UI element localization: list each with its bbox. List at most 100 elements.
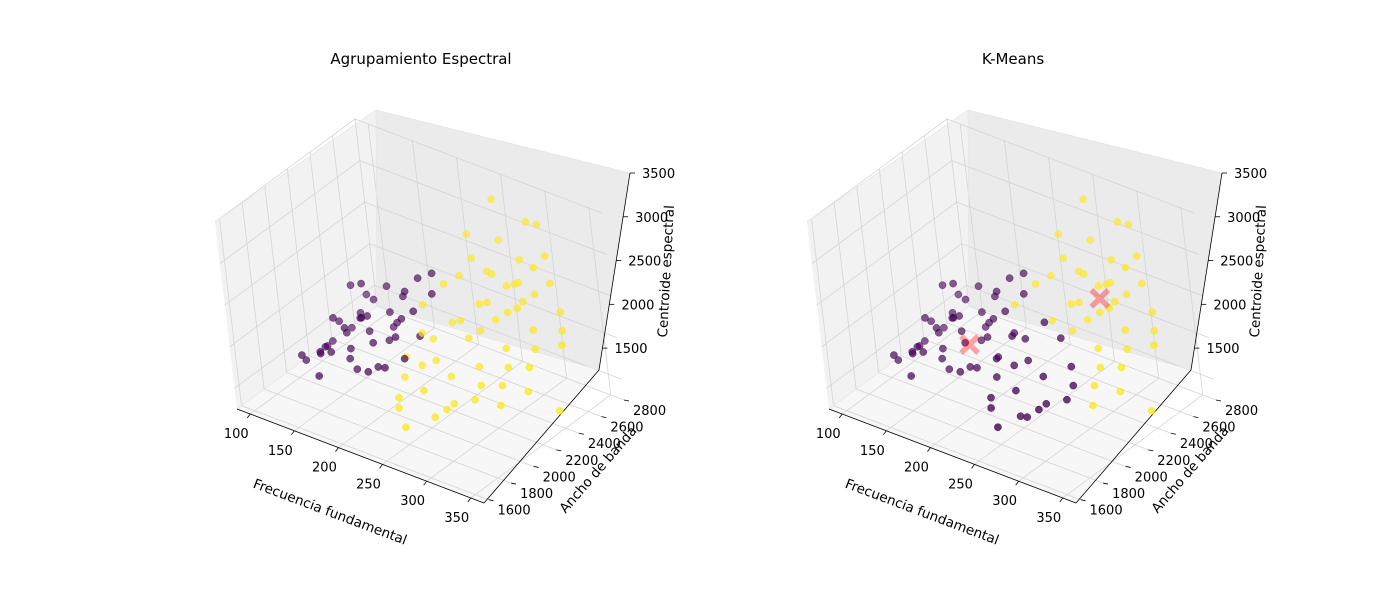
data-point-cluster-1 xyxy=(395,404,403,412)
data-point-cluster-1 xyxy=(531,345,540,354)
data-point-cluster-1 xyxy=(1117,363,1126,372)
data-point-cluster-0 xyxy=(949,279,957,288)
data-point-cluster-1 xyxy=(545,279,554,288)
x-tick-label: 300 xyxy=(400,494,425,509)
x-tick xyxy=(1015,480,1019,486)
z-tick-label: 2500 xyxy=(628,255,661,270)
pane-floor xyxy=(237,306,599,503)
data-point-cluster-1 xyxy=(1094,282,1103,290)
data-point-cluster-1 xyxy=(494,236,503,244)
x-tick xyxy=(291,430,295,436)
data-point-cluster-0 xyxy=(948,314,957,322)
z-tick-label: 3000 xyxy=(635,211,668,226)
y-axis-line xyxy=(483,369,600,504)
z-tick-label: 1500 xyxy=(614,342,647,357)
data-point-cluster-0 xyxy=(346,354,355,363)
gridline-z xyxy=(224,201,612,306)
data-point-cluster-0 xyxy=(335,317,343,326)
data-point-cluster-0 xyxy=(427,269,436,278)
data-point-cluster-1 xyxy=(1031,280,1040,288)
data-point-cluster-0 xyxy=(353,365,362,374)
data-point-cluster-1 xyxy=(1068,326,1077,335)
data-point-cluster-1 xyxy=(521,218,530,226)
y-tick xyxy=(1193,416,1199,419)
data-point-cluster-0 xyxy=(974,282,983,291)
data-point-cluster-1 xyxy=(1010,300,1019,309)
data-point-cluster-1 xyxy=(524,387,533,396)
data-point-cluster-1 xyxy=(514,278,523,287)
y-tick-label: 1600 xyxy=(1090,504,1123,519)
data-point-cluster-1 xyxy=(1147,406,1156,415)
x-axis-line xyxy=(828,408,1077,504)
data-point-cluster-1 xyxy=(476,326,485,335)
z-tick-label: 3500 xyxy=(642,167,675,182)
x-tick-label: 100 xyxy=(224,427,249,442)
data-point-cluster-1 xyxy=(487,195,496,204)
data-point-cluster-0 xyxy=(945,365,954,374)
data-point-cluster-0 xyxy=(992,287,1001,296)
data-point-cluster-0 xyxy=(369,338,378,347)
data-point-cluster-1 xyxy=(487,270,496,278)
data-point-cluster-0 xyxy=(427,290,436,298)
data-point-cluster-1 xyxy=(1123,345,1132,354)
data-point-cluster-1 xyxy=(432,356,441,365)
z-tick-label: 3000 xyxy=(1227,211,1260,226)
x-tick xyxy=(927,447,931,452)
y-tick xyxy=(1125,466,1131,468)
data-point-cluster-0 xyxy=(934,328,943,337)
data-point-cluster-0 xyxy=(955,312,964,320)
gridline-z xyxy=(234,284,622,389)
data-point-cluster-0 xyxy=(989,314,998,323)
data-point-cluster-0 xyxy=(1042,399,1051,408)
y-tick xyxy=(511,482,517,485)
data-point-cluster-0 xyxy=(397,314,406,323)
data-point-cluster-0 xyxy=(1016,412,1025,421)
x-tick-label: 200 xyxy=(312,461,337,476)
data-point-cluster-0 xyxy=(1069,381,1078,390)
data-point-cluster-0 xyxy=(1021,334,1030,343)
data-point-cluster-1 xyxy=(1079,270,1088,278)
data-point-cluster-1 xyxy=(491,316,500,324)
data-point-cluster-1 xyxy=(504,363,513,372)
data-point-cluster-0 xyxy=(1010,361,1019,370)
data-point-cluster-0 xyxy=(362,290,371,299)
data-point-cluster-1 xyxy=(502,282,511,290)
z-tick-label: 3500 xyxy=(1234,167,1267,182)
z-tick-label: 1500 xyxy=(1206,342,1239,357)
data-point-cluster-1 xyxy=(462,230,471,239)
data-point-cluster-1 xyxy=(400,373,409,381)
data-point-cluster-1 xyxy=(1113,218,1122,226)
data-point-cluster-1 xyxy=(429,334,438,343)
chart-title: K-Means xyxy=(982,50,1045,68)
data-point-cluster-0 xyxy=(369,295,378,304)
data-point-cluster-0 xyxy=(983,333,992,341)
data-point-cluster-1 xyxy=(498,381,507,390)
data-point-cluster-0 xyxy=(329,314,337,322)
data-point-cluster-1 xyxy=(1107,256,1116,264)
data-point-cluster-1 xyxy=(558,341,566,349)
pane-back xyxy=(376,110,630,370)
data-point-cluster-1 xyxy=(1048,316,1057,325)
y-axis-line xyxy=(1075,369,1192,504)
y-tick xyxy=(578,432,584,435)
data-point-cluster-0 xyxy=(302,356,311,364)
data-point-cluster-0 xyxy=(938,281,947,290)
data-point-cluster-1 xyxy=(1054,230,1063,239)
data-point-cluster-0 xyxy=(939,344,947,353)
data-point-cluster-0 xyxy=(919,348,928,356)
data-point-cluster-0 xyxy=(973,363,981,372)
gridline-z xyxy=(229,243,617,347)
x-tick xyxy=(246,413,251,419)
data-point-cluster-1 xyxy=(420,386,428,395)
x-tick-label: 250 xyxy=(948,477,973,492)
data-point-cluster-0 xyxy=(413,274,422,283)
data-point-cluster-0 xyxy=(1063,395,1071,404)
data-point-cluster-1 xyxy=(1083,316,1092,324)
data-point-cluster-1 xyxy=(540,252,549,260)
data-point-cluster-0 xyxy=(374,363,383,371)
data-point-cluster-1 xyxy=(1075,298,1084,307)
y-tick xyxy=(488,499,494,502)
y-tick-label: 1800 xyxy=(1112,487,1145,502)
